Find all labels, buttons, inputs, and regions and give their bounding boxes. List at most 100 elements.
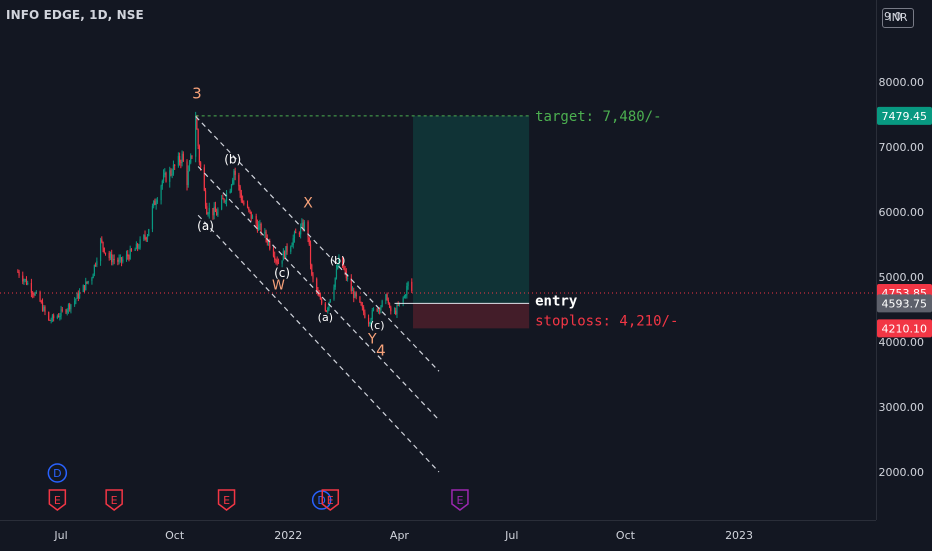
candle-body bbox=[290, 246, 292, 252]
candle-body bbox=[22, 275, 24, 282]
candle-body bbox=[85, 281, 87, 290]
candle-body bbox=[164, 172, 166, 175]
candle-body bbox=[312, 274, 314, 279]
wave-label: Y bbox=[367, 331, 377, 347]
time-axis[interactable] bbox=[0, 520, 876, 551]
candle-body bbox=[316, 278, 318, 291]
candle-body bbox=[49, 319, 51, 321]
candle-body bbox=[291, 244, 293, 247]
candle-body bbox=[293, 232, 296, 239]
candle-body bbox=[329, 299, 331, 303]
price-axis[interactable] bbox=[876, 0, 932, 520]
wave-label: 3 bbox=[192, 84, 202, 102]
candle-body bbox=[118, 258, 120, 262]
candle-body bbox=[204, 190, 207, 207]
candle-body bbox=[403, 295, 405, 298]
earnings-marker[interactable]: E bbox=[321, 489, 340, 511]
candle-body bbox=[17, 271, 19, 273]
candle-body bbox=[319, 296, 321, 300]
candle-body bbox=[302, 222, 304, 230]
event-letter: D bbox=[53, 467, 61, 480]
candle-body bbox=[311, 264, 313, 275]
candle-body bbox=[402, 297, 404, 303]
candle-body bbox=[309, 244, 312, 265]
wave-label: (c) bbox=[274, 266, 290, 280]
candle-body bbox=[333, 287, 335, 300]
candle-body bbox=[93, 264, 95, 275]
candle-body bbox=[127, 254, 129, 257]
candle-body bbox=[170, 170, 172, 175]
channel-line-3[interactable] bbox=[197, 214, 440, 473]
event-letter: E bbox=[223, 494, 230, 507]
candle-body bbox=[180, 162, 182, 164]
candle-body bbox=[160, 186, 162, 201]
candle-body bbox=[269, 240, 271, 249]
candle-body bbox=[246, 204, 249, 208]
dividend-marker[interactable]: D bbox=[47, 463, 68, 483]
candle-body bbox=[259, 224, 261, 226]
candle-body bbox=[186, 161, 188, 186]
event-shape bbox=[105, 489, 123, 511]
candle-body bbox=[138, 247, 140, 249]
candle-body bbox=[69, 304, 71, 310]
candle-body bbox=[76, 293, 78, 299]
candle-body bbox=[324, 303, 326, 311]
candle-body bbox=[233, 170, 235, 180]
candle-body bbox=[154, 200, 156, 205]
stoploss-zone[interactable] bbox=[413, 303, 530, 329]
target-zone[interactable] bbox=[413, 115, 530, 304]
candle-body bbox=[66, 309, 68, 313]
currency-button[interactable]: INR bbox=[882, 8, 914, 28]
candle-body bbox=[207, 213, 209, 215]
candle-body bbox=[385, 294, 387, 301]
candle-body bbox=[248, 207, 250, 210]
candle-body bbox=[222, 198, 224, 200]
candle-body bbox=[61, 309, 63, 311]
candle-body bbox=[77, 293, 79, 299]
earnings-marker[interactable]: E bbox=[105, 489, 123, 511]
candle-body bbox=[386, 294, 388, 301]
candle-body bbox=[337, 266, 339, 269]
candle-body bbox=[74, 300, 76, 305]
wave-label: W bbox=[272, 278, 285, 293]
candle-body bbox=[363, 307, 365, 313]
wave-label: (c) bbox=[370, 319, 385, 332]
candle-body bbox=[165, 172, 167, 182]
candle-body bbox=[43, 306, 45, 311]
candle-body bbox=[243, 202, 245, 205]
candle-body bbox=[27, 282, 29, 285]
candle-body bbox=[125, 254, 128, 260]
candle-body bbox=[251, 216, 254, 219]
candle-body bbox=[265, 231, 267, 239]
candle-body bbox=[221, 198, 223, 210]
chart-area[interactable]: target: 7,480/- entry stoploss: 4,210/- 3 (a… bbox=[0, 0, 876, 520]
channel-line-1[interactable] bbox=[195, 116, 440, 372]
candle-body bbox=[161, 180, 163, 187]
candle-body bbox=[266, 238, 268, 243]
candle-body bbox=[405, 295, 407, 297]
candle-body bbox=[224, 200, 226, 202]
candle-body bbox=[102, 241, 104, 248]
earnings-marker[interactable]: E bbox=[48, 489, 67, 511]
candle-body bbox=[87, 281, 89, 283]
candle-body bbox=[129, 248, 131, 260]
earnings-marker[interactable]: E bbox=[217, 489, 236, 511]
candle-body bbox=[208, 208, 210, 214]
candle-body bbox=[229, 190, 231, 194]
candle-body bbox=[214, 206, 217, 212]
candle-body bbox=[355, 292, 357, 297]
candle-body bbox=[143, 235, 145, 240]
price-chart[interactable]: target: 7,480/- entry stoploss: 4,210/- 3 (a… bbox=[0, 0, 876, 520]
candle-body bbox=[156, 200, 158, 203]
candle-body bbox=[393, 310, 396, 312]
candle-body bbox=[191, 155, 193, 157]
candle-body bbox=[295, 232, 297, 234]
earnings-marker[interactable]: E bbox=[451, 489, 469, 511]
candle-body bbox=[188, 162, 191, 171]
candle-body bbox=[120, 257, 123, 262]
channel-line-2[interactable] bbox=[197, 166, 440, 421]
candle-body bbox=[82, 285, 84, 292]
candle-body bbox=[65, 310, 67, 313]
candle-body bbox=[342, 256, 344, 268]
candle-body bbox=[57, 316, 60, 318]
